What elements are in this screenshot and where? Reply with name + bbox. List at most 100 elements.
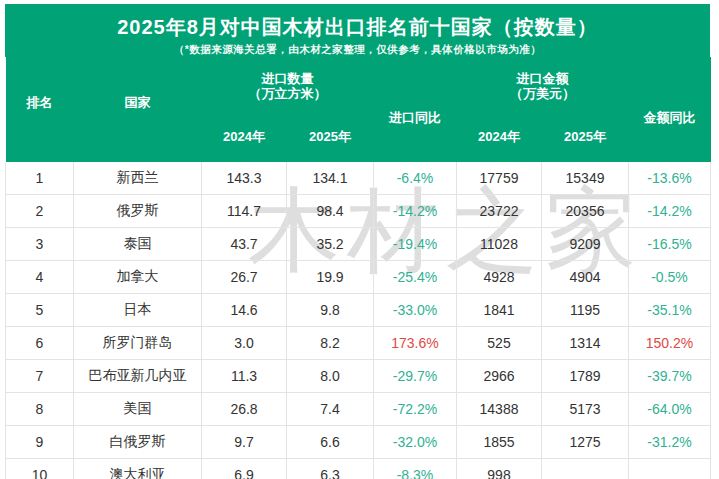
table-row: 7 巴布亚新几内亚 11.3 8.0 -29.7% 2966 1789 -39.… — [6, 360, 711, 393]
cell-quantity-2025: 134.1 — [287, 162, 374, 195]
data-source-note: （*数据来源海关总署，由木材之家整理，仅供参考，具体价格以市场为准） — [5, 43, 710, 57]
cell-rank: 8 — [6, 393, 74, 426]
cell-country: 巴布亚新几内亚 — [74, 360, 202, 393]
cell-amount-2025: 5173 — [542, 393, 629, 426]
col-header-qty-2025: 2025年 — [287, 115, 374, 162]
cell-country: 泰国 — [74, 228, 202, 261]
cell-amount-2025: 1789 — [542, 360, 629, 393]
cell-quantity-yoy: -8.3% — [374, 459, 457, 479]
cell-quantity-yoy: -6.4% — [374, 162, 457, 195]
cell-country: 所罗门群岛 — [74, 327, 202, 360]
cell-quantity-2025: 19.9 — [287, 261, 374, 294]
cell-quantity-yoy: 173.6% — [374, 327, 457, 360]
cell-rank: 9 — [6, 426, 74, 459]
col-header-amt-2025: 2025年 — [542, 115, 629, 162]
cell-quantity-yoy: -72.2% — [374, 393, 457, 426]
col-header-amount-yoy: 金额同比 — [629, 57, 711, 162]
col-header-rank: 排名 — [6, 57, 74, 162]
cell-rank: 7 — [6, 360, 74, 393]
cell-quantity-2024: 6.9 — [202, 459, 287, 479]
table-row: 10 澳大利亚 6.9 6.3 -8.3% 998 — [6, 459, 711, 479]
cell-country: 日本 — [74, 294, 202, 327]
cell-quantity-2025: 9.8 — [287, 294, 374, 327]
page-title: 2025年8月对中国木材出口排名前十国家（按数量） — [5, 15, 710, 39]
cell-quantity-yoy: -32.0% — [374, 426, 457, 459]
cell-country: 俄罗斯 — [74, 195, 202, 228]
table-row: 4 加拿大 26.7 19.9 -25.4% 4928 4904 -0.5% — [6, 261, 711, 294]
cell-amount-2024: 23722 — [457, 195, 542, 228]
cell-quantity-2024: 26.8 — [202, 393, 287, 426]
cell-amount-yoy: -64.0% — [629, 393, 711, 426]
cell-rank: 5 — [6, 294, 74, 327]
table-body: 1 新西兰 143.3 134.1 -6.4% 17759 15349 -13.… — [6, 162, 711, 479]
table-row: 1 新西兰 143.3 134.1 -6.4% 17759 15349 -13.… — [6, 162, 711, 195]
cell-quantity-2025: 7.4 — [287, 393, 374, 426]
cell-amount-2024: 1855 — [457, 426, 542, 459]
cell-amount-yoy — [629, 459, 711, 479]
cell-amount-2025 — [542, 459, 629, 479]
quantity-group-label: 进口数量 — [203, 71, 373, 86]
cell-quantity-yoy: -29.7% — [374, 360, 457, 393]
amount-group-label: 进口金额 — [458, 71, 628, 86]
table-row: 3 泰国 43.7 35.2 -19.4% 11028 9209 -16.5% — [6, 228, 711, 261]
cell-quantity-yoy: -25.4% — [374, 261, 457, 294]
cell-rank: 1 — [6, 162, 74, 195]
ranking-table: 排名 国家 进口数量 （万立方米） 进口同比 进口金额 （万美元） 金额同比 2… — [5, 57, 711, 479]
col-header-qty-2024: 2024年 — [202, 115, 287, 162]
cell-amount-2024: 998 — [457, 459, 542, 479]
page: 木材之家 2025年8月对中国木材出口排名前十国家（按数量） （*数据来源海关总… — [0, 0, 719, 479]
cell-quantity-2025: 35.2 — [287, 228, 374, 261]
cell-quantity-2024: 11.3 — [202, 360, 287, 393]
cell-country: 美国 — [74, 393, 202, 426]
cell-quantity-2025: 6.6 — [287, 426, 374, 459]
table-row: 2 俄罗斯 114.7 98.4 -14.2% 23722 20356 -14.… — [6, 195, 711, 228]
cell-quantity-2024: 43.7 — [202, 228, 287, 261]
cell-quantity-2024: 9.7 — [202, 426, 287, 459]
cell-quantity-yoy: -33.0% — [374, 294, 457, 327]
cell-country: 新西兰 — [74, 162, 202, 195]
table-row: 9 白俄罗斯 9.7 6.6 -32.0% 1855 1275 -31.2% — [6, 426, 711, 459]
cell-amount-2024: 17759 — [457, 162, 542, 195]
table-row: 5 日本 14.6 9.8 -33.0% 1841 1195 -35.1% — [6, 294, 711, 327]
quantity-unit-label: （万立方米） — [203, 86, 373, 101]
table-row: 8 美国 26.8 7.4 -72.2% 14388 5173 -64.0% — [6, 393, 711, 426]
cell-amount-2024: 11028 — [457, 228, 542, 261]
col-header-import-quantity: 进口数量 （万立方米） — [202, 57, 374, 115]
cell-quantity-2025: 8.0 — [287, 360, 374, 393]
cell-quantity-2025: 6.3 — [287, 459, 374, 479]
cell-country: 白俄罗斯 — [74, 426, 202, 459]
cell-rank: 6 — [6, 327, 74, 360]
cell-amount-yoy: -0.5% — [629, 261, 711, 294]
cell-country: 澳大利亚 — [74, 459, 202, 479]
title-band: 2025年8月对中国木材出口排名前十国家（按数量） （*数据来源海关总署，由木材… — [5, 4, 710, 57]
cell-quantity-2025: 8.2 — [287, 327, 374, 360]
cell-amount-yoy: -35.1% — [629, 294, 711, 327]
cell-quantity-2024: 143.3 — [202, 162, 287, 195]
cell-amount-2024: 1841 — [457, 294, 542, 327]
cell-quantity-yoy: -14.2% — [374, 195, 457, 228]
cell-rank: 2 — [6, 195, 74, 228]
cell-country: 加拿大 — [74, 261, 202, 294]
cell-quantity-2024: 26.7 — [202, 261, 287, 294]
cell-amount-2024: 14388 — [457, 393, 542, 426]
amount-unit-label: （万美元） — [458, 86, 628, 101]
col-header-quantity-yoy: 进口同比 — [374, 57, 457, 162]
cell-amount-2025: 4904 — [542, 261, 629, 294]
col-header-country: 国家 — [74, 57, 202, 162]
table-row: 6 所罗门群岛 3.0 8.2 173.6% 525 1314 150.2% — [6, 327, 711, 360]
cell-quantity-2024: 14.6 — [202, 294, 287, 327]
cell-rank: 10 — [6, 459, 74, 479]
cell-amount-2025: 1314 — [542, 327, 629, 360]
cell-amount-2025: 1195 — [542, 294, 629, 327]
col-header-amt-2024: 2024年 — [457, 115, 542, 162]
table-header: 排名 国家 进口数量 （万立方米） 进口同比 进口金额 （万美元） 金额同比 2… — [6, 57, 711, 162]
ranking-sheet: 2025年8月对中国木材出口排名前十国家（按数量） （*数据来源海关总署，由木材… — [5, 4, 710, 479]
cell-amount-yoy: -14.2% — [629, 195, 711, 228]
cell-amount-yoy: -16.5% — [629, 228, 711, 261]
cell-amount-yoy: -39.7% — [629, 360, 711, 393]
cell-amount-2025: 15349 — [542, 162, 629, 195]
col-header-import-amount: 进口金额 （万美元） — [457, 57, 629, 115]
cell-amount-2025: 9209 — [542, 228, 629, 261]
cell-rank: 3 — [6, 228, 74, 261]
cell-amount-2024: 2966 — [457, 360, 542, 393]
